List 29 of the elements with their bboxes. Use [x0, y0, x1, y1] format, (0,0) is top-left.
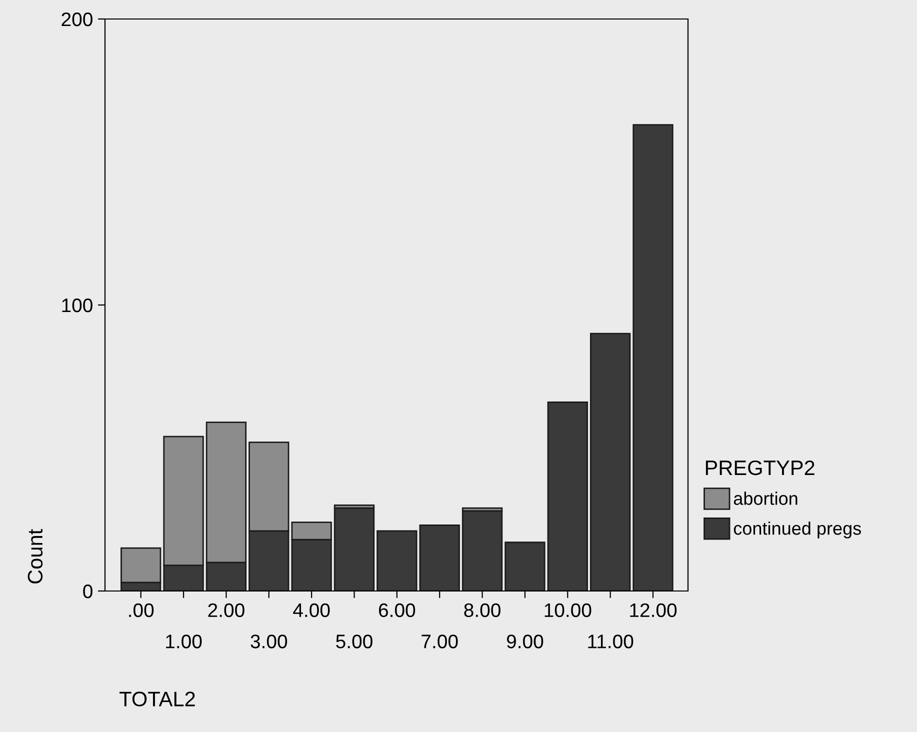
x-tick-label: .00: [129, 603, 154, 618]
y-tick-label: 0: [83, 584, 92, 598]
bar: [590, 332, 631, 591]
bar: [504, 542, 546, 591]
legend-title: PREGTYP2: [706, 460, 814, 476]
bar: [632, 124, 674, 591]
bar: [547, 402, 588, 591]
x-tick-label: 8.00: [464, 603, 500, 618]
x-tick-label: 5.00: [336, 634, 372, 648]
legend-label: continued pregs: [734, 522, 861, 538]
x-tick-label: 12.00: [630, 603, 677, 618]
y-axis-title: Count: [28, 529, 43, 584]
y-tick-label: 100: [62, 298, 92, 312]
x-tick-label: 7.00: [422, 634, 458, 648]
x-tick-label: 2.00: [208, 603, 244, 618]
x-tick-label: 4.00: [293, 603, 330, 618]
x-tick-label: 1.00: [166, 634, 202, 648]
bar: [462, 510, 503, 591]
x-tick-label: 9.00: [506, 634, 544, 648]
bar: [334, 507, 375, 591]
y-tick-label: 200: [62, 12, 92, 26]
x-tick-label: 6.00: [378, 603, 416, 618]
x-axis-title: TOTAL2: [120, 692, 195, 706]
x-tick-label: 10.00: [544, 603, 592, 618]
legend-label: abortion: [734, 492, 798, 505]
bar: [419, 524, 460, 591]
bar: [376, 530, 418, 591]
x-tick-label: 3.00: [250, 634, 288, 648]
x-tick-label: 11.00: [588, 634, 634, 648]
